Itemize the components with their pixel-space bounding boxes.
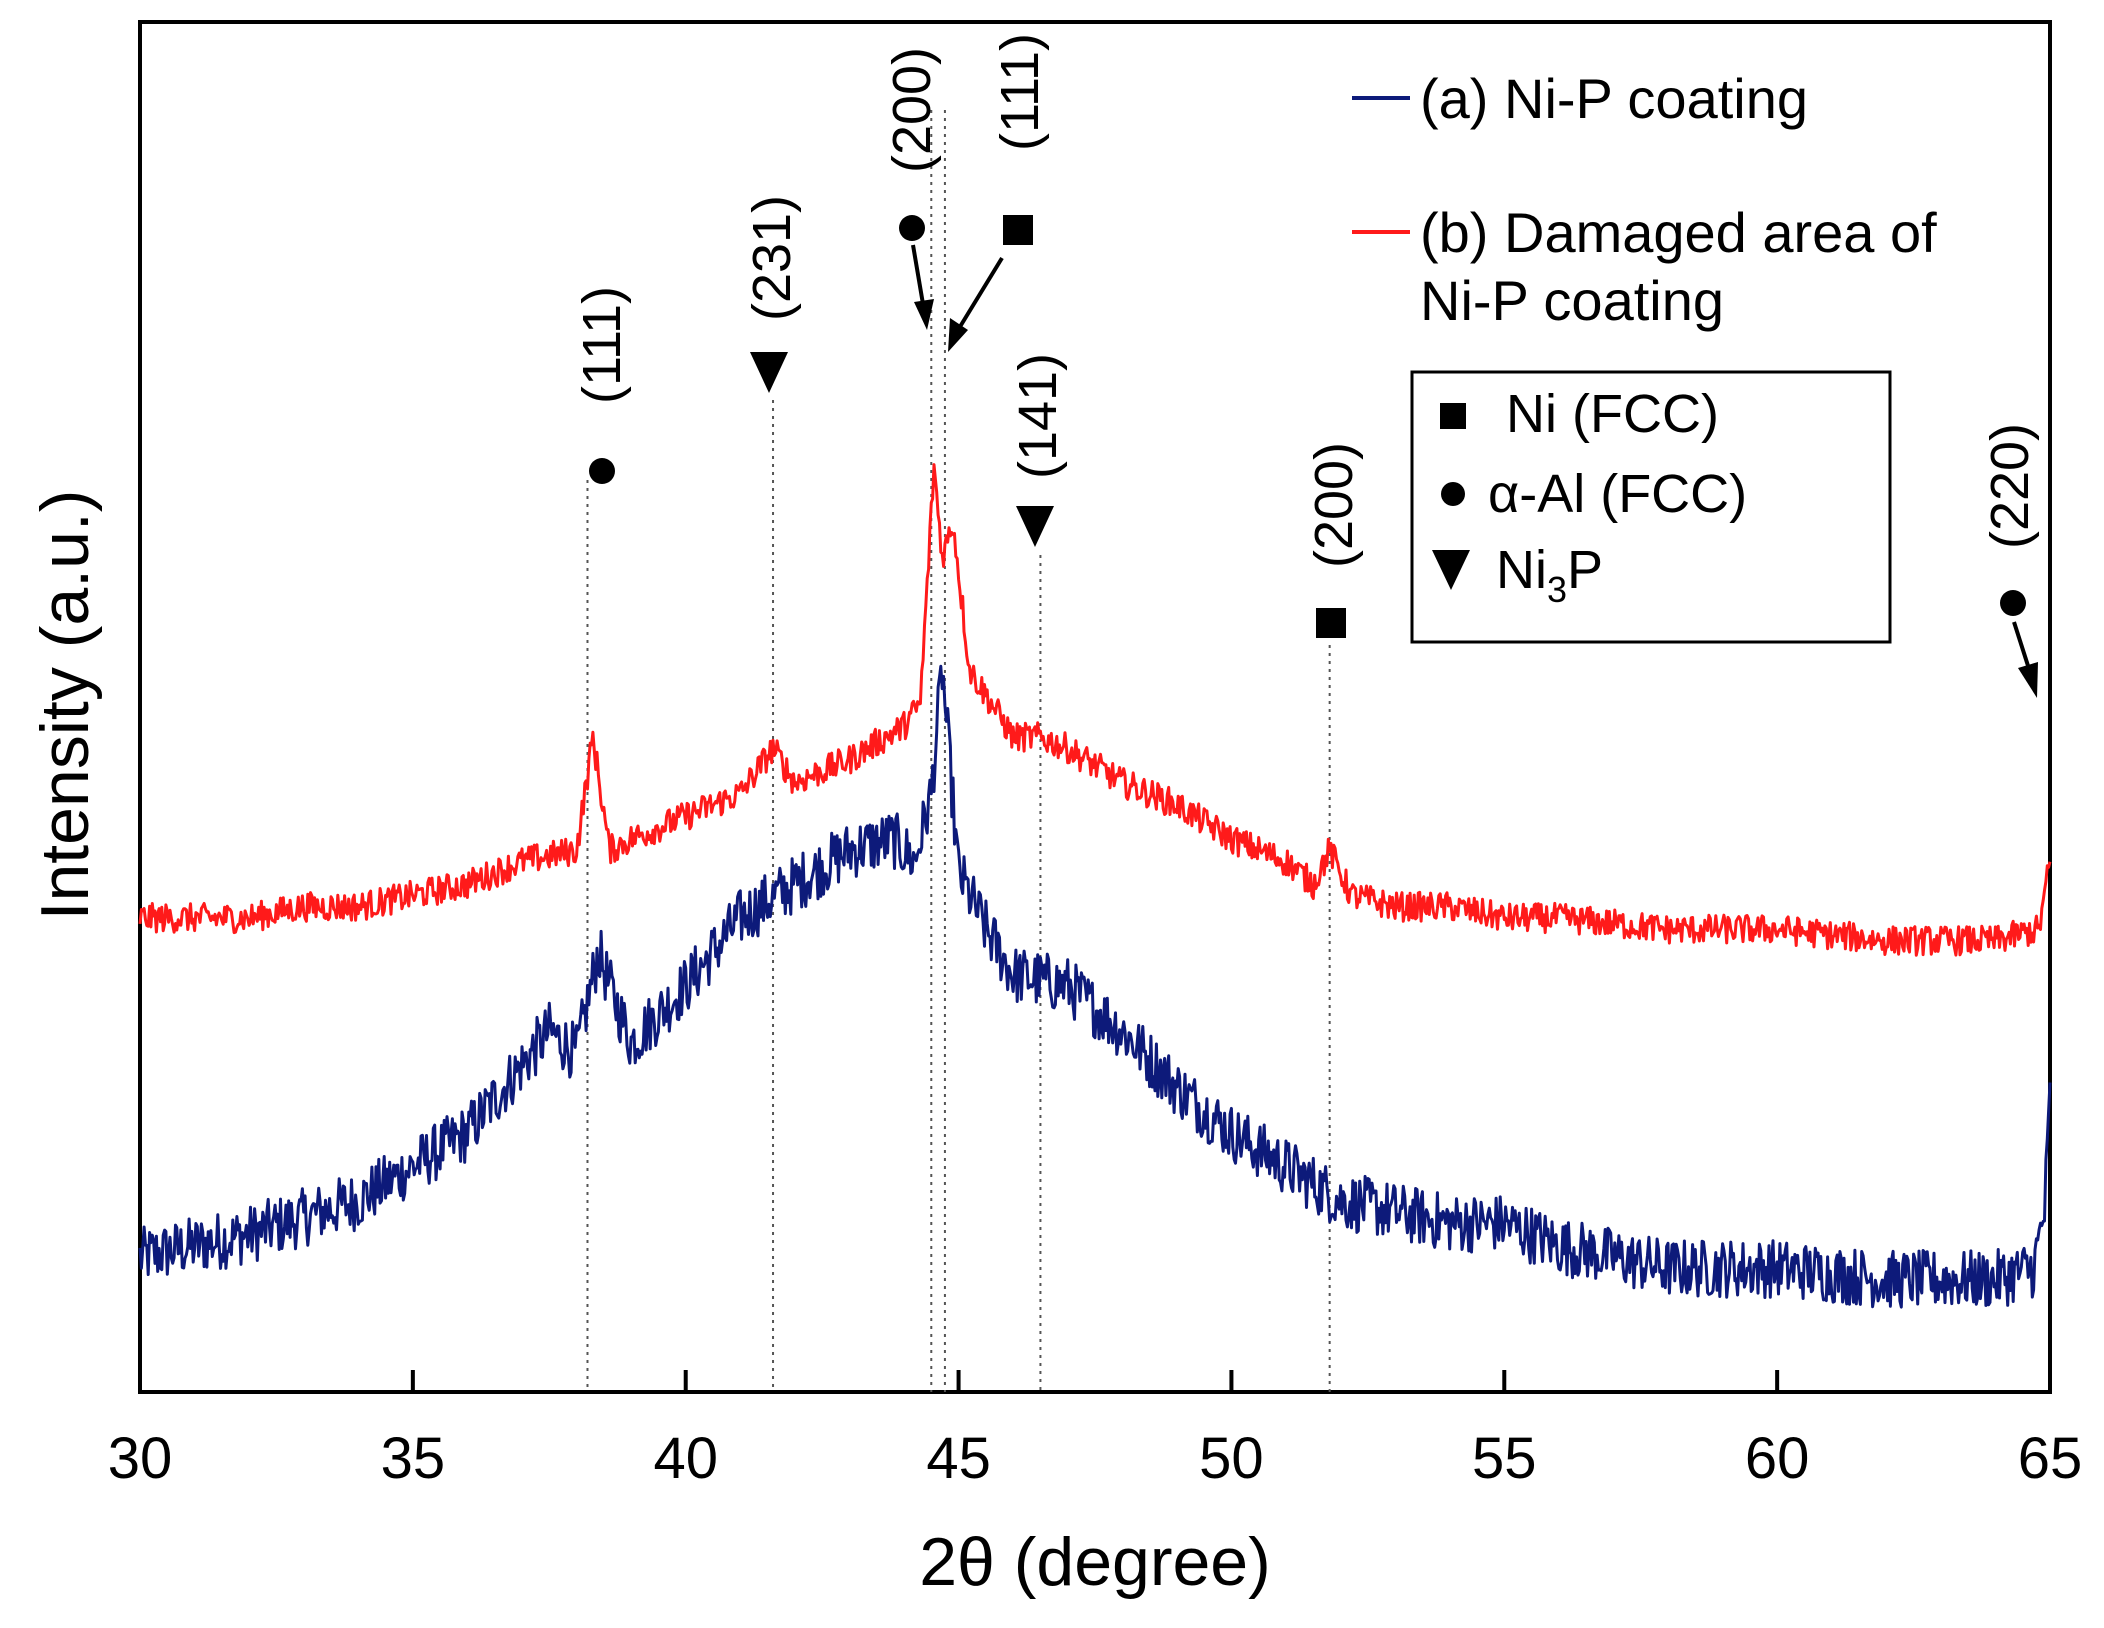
series-line-a-ni-p-coating xyxy=(138,664,2052,1309)
alpha-al-circle-marker-200 xyxy=(899,215,925,241)
marker-legend-ni3p: Ni3P xyxy=(1496,540,1603,610)
x-tick-label: 65 xyxy=(2018,1426,2083,1491)
arrow-line-alpha-al-220 xyxy=(2012,621,2032,673)
arrow-head-alpha-al-200 xyxy=(914,299,934,330)
legend-label-b-line1: (b) Damaged area of xyxy=(1420,201,1937,264)
peak-annotations: (111) (231) (200) (111) (141) (200) (220… xyxy=(572,33,2040,698)
peak-label-ni3p-231: (231) xyxy=(742,195,802,321)
ni3p-label-subscript: 3 xyxy=(1547,569,1567,610)
alpha-al-circle-marker-111 xyxy=(589,458,615,484)
x-tick-label: 55 xyxy=(1472,1426,1537,1491)
x-axis-ticks: 30 35 40 45 50 55 60 65 xyxy=(108,1370,2083,1491)
arrow-line-ni-111 xyxy=(956,256,1004,332)
alpha-al-circle-icon xyxy=(1441,482,1465,506)
plot-area-frame xyxy=(138,20,2052,1394)
peak-label-alpha-al-200: (200) xyxy=(882,47,942,173)
arrow-line-alpha-al-200 xyxy=(911,244,926,311)
peak-label-alpha-al-111: (111) xyxy=(572,286,632,404)
y-axis-title: Intensity (a.u.) xyxy=(27,490,103,921)
marker-legend-box xyxy=(1410,370,1892,644)
peak-label-ni3p-141: (141) xyxy=(1008,353,1068,479)
marker-legend-alpha-al: α-Al (FCC) xyxy=(1488,464,1747,524)
reference-lines xyxy=(586,110,1331,1392)
x-tick-label: 40 xyxy=(653,1426,718,1491)
x-axis-title: 2θ (degree) xyxy=(919,1524,1271,1600)
alpha-al-circle-marker-220 xyxy=(2000,590,2026,616)
marker-legend-ni-fcc: Ni (FCC) xyxy=(1506,384,1719,444)
x-tick-label: 45 xyxy=(926,1426,991,1491)
peak-label-ni-200: (200) xyxy=(1304,442,1364,568)
arrow-head-alpha-al-220 xyxy=(2018,662,2038,698)
ni3p-label-tail: P xyxy=(1567,540,1603,600)
x-tick-label: 30 xyxy=(108,1426,173,1491)
ni3p-label-main: Ni xyxy=(1496,540,1547,600)
series-line-b-damaged-area xyxy=(138,463,2052,957)
legend-label-b-line2: Ni-P coating xyxy=(1420,269,1724,332)
marker-legend: Ni (FCC) α-Al (FCC) Ni3P xyxy=(1410,370,1892,644)
x-tick-label: 35 xyxy=(381,1426,446,1491)
x-tick-label: 60 xyxy=(1745,1426,1810,1491)
ni3p-triangle-icon xyxy=(1432,550,1470,590)
series-legend: (a) Ni-P coating (b) Damaged area of Ni-… xyxy=(1352,67,1937,332)
ni-fcc-square-icon xyxy=(1440,403,1466,429)
ni3p-triangle-marker-141 xyxy=(1016,506,1054,547)
ni3p-triangle-marker-231 xyxy=(750,352,788,393)
ni-square-marker-111 xyxy=(1003,215,1033,245)
x-tick-label: 50 xyxy=(1199,1426,1264,1491)
peak-label-ni-111: (111) xyxy=(990,33,1050,151)
legend-label-a: (a) Ni-P coating xyxy=(1420,67,1808,130)
arrow-head-ni-111 xyxy=(948,318,968,352)
ni-square-marker-200 xyxy=(1316,608,1346,638)
peak-label-alpha-al-220: (220) xyxy=(1980,423,2040,549)
